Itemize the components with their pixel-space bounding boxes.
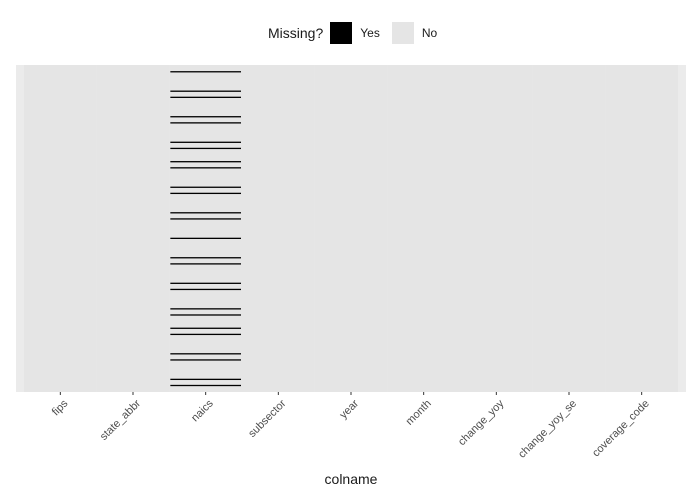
missing-cell [170,192,241,195]
x-axis-title: colname [325,471,378,487]
x-tick-label-state_abbr: state_abbr [98,397,143,442]
missing-cell [170,167,241,169]
legend-swatch-yes [330,22,353,44]
missing-cell [170,122,241,124]
missing-cell [170,333,241,336]
missing-cell [170,212,241,214]
missing-cell [170,257,241,259]
x-tick-label-coverage_code: coverage_code [590,398,652,460]
missing-cell [170,327,241,329]
missing-cell [170,218,241,220]
missing-cell [170,147,241,150]
legend-title: Missing? [268,25,324,41]
missing-cell [170,141,241,143]
legend-label-yes: Yes [360,26,380,40]
column-cells-coverage_code [605,65,678,392]
x-tick-label-fips: fips [50,397,71,418]
x-tick-label-naics: naics [189,397,216,424]
x-tick-label-year: year [337,397,361,421]
legend-label-no: No [421,26,438,40]
x-tick-label-month: month [404,398,434,428]
column-cells-naics [169,65,242,392]
x-tick-label-change_yoy: change_yoy [456,397,507,448]
column-cells-change_yoy [460,65,533,392]
missing-cell [170,116,241,118]
missing-cell [170,186,241,188]
missing-cell [170,384,241,387]
legend: Missing? Yes No [268,22,449,44]
missing-cell [170,288,241,291]
x-tick-label-change_yoy_se: change_yoy_se [516,398,579,461]
missing-cell [170,96,241,98]
x-tick-label-subsector: subsector [246,397,288,439]
missing-cell [170,282,241,284]
missing-cell [170,378,241,381]
missing-cell [170,161,241,163]
legend-swatch-no [391,22,414,44]
missing-cell [170,359,241,361]
column-cells-state_abbr [96,65,170,392]
missing-cell [170,237,241,239]
missing-cell [170,71,241,73]
missing-cell [170,263,241,265]
missing-cell [170,353,241,355]
column-cells-month [387,65,460,392]
missing-cell [170,314,241,316]
column-cells-subsector [242,65,315,392]
missing-cell [170,90,241,92]
column-cells-year [314,65,388,392]
missing-cell [170,308,241,310]
column-cells-fips [24,65,97,392]
column-cells-change_yoy_se [532,65,606,392]
